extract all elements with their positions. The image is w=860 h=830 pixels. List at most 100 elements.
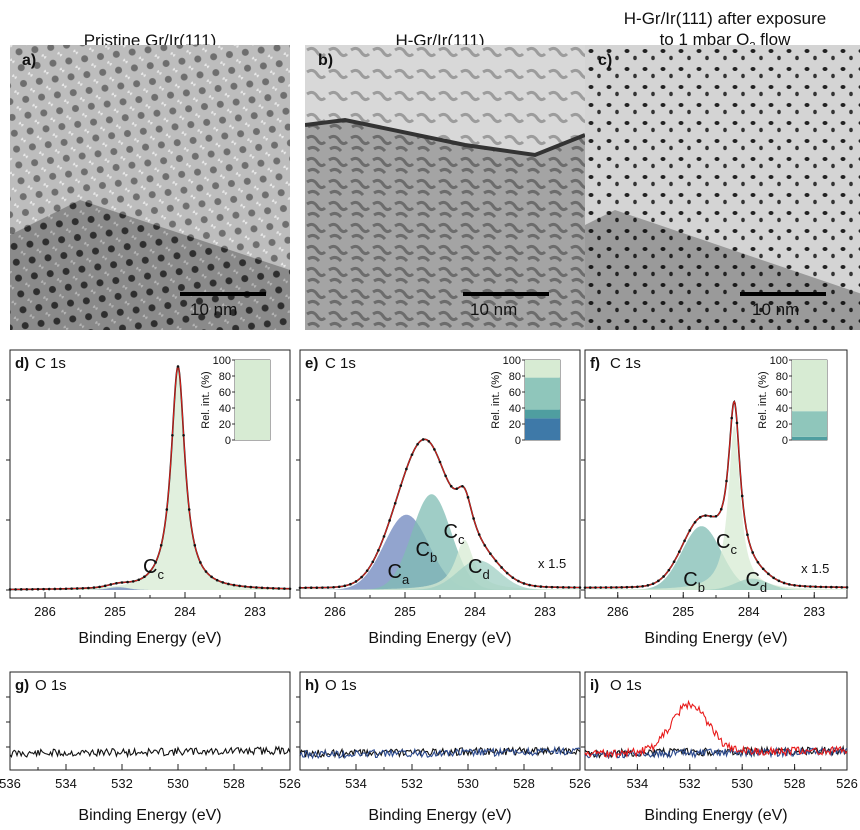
c1s-data-point — [159, 544, 163, 547]
c1s-data-point — [193, 544, 197, 547]
column-title-line2: to 1 mbar O2 flow — [659, 30, 791, 52]
c1s-data-point — [746, 533, 749, 537]
x-tick-label: 285 — [672, 604, 694, 619]
c1s-data-point — [277, 587, 281, 590]
stm-image-c — [585, 45, 860, 330]
c1s-data-point — [819, 585, 823, 589]
c1s-data-point — [255, 586, 258, 589]
x-tick-label: 528 — [223, 776, 245, 791]
panel-label-d: d) — [15, 355, 29, 372]
c1s-data-point — [148, 570, 152, 573]
inset-tick-label: 80 — [219, 371, 231, 383]
c1s-data-point — [455, 487, 459, 490]
c1s-data-point — [494, 559, 498, 563]
c1s-data-point — [326, 586, 330, 589]
x-axis-label: Binding Energy (eV) — [78, 630, 221, 647]
c1s-data-point — [845, 586, 849, 589]
x-tick-label: 285 — [104, 604, 126, 619]
c1s-data-point — [126, 580, 129, 584]
x-tick-label: 283 — [244, 604, 266, 619]
c1s-data-point — [667, 568, 671, 572]
c1s-data-point — [444, 474, 447, 478]
c1s-data-point — [517, 579, 520, 583]
c1s-data-point — [309, 586, 313, 590]
c1s-data-point — [522, 582, 526, 585]
inset-bar-segment — [525, 418, 560, 440]
c1s-data-point — [416, 442, 419, 446]
scale-bar-label-b: 10 nm — [470, 300, 518, 319]
c1s-data-point — [171, 434, 174, 437]
panel-label-i: i) — [590, 677, 599, 694]
c1s-data-point — [594, 586, 597, 589]
inset-y-label: Rel. int. (%) — [757, 371, 769, 428]
x-tick-label: 283 — [803, 604, 825, 619]
c1s-data-point — [354, 580, 358, 583]
c1s-data-point — [405, 467, 408, 471]
o1s-trace-0 — [9, 745, 291, 759]
inset-bar-segment — [525, 360, 560, 378]
x-tick-label: 286 — [324, 604, 346, 619]
c1s-data-point — [835, 585, 838, 589]
c1s-data-point — [604, 586, 608, 589]
x-tick-label: 530 — [457, 776, 479, 791]
x-tick-label: 526 — [569, 776, 591, 791]
c1s-data-point — [283, 587, 286, 590]
c1s-data-point — [477, 533, 481, 536]
c1s-data-point — [793, 583, 796, 587]
component-peak-3 — [300, 560, 580, 590]
c1s-data-point — [98, 585, 101, 589]
c1s-data-point — [829, 585, 833, 589]
c1s-data-point — [92, 586, 96, 589]
inset-tick-label: 80 — [509, 371, 521, 383]
c1s-data-point — [410, 453, 414, 456]
x-tick-label: 534 — [345, 776, 367, 791]
c1s-data-point — [360, 575, 363, 579]
multiplier-label: x 1.5 — [538, 556, 566, 571]
o1s-trace-1 — [299, 745, 581, 760]
c1s-data-point — [388, 519, 391, 522]
c1s-data-point — [210, 575, 213, 579]
c1s-data-point — [556, 585, 559, 589]
c1s-data-point — [176, 365, 180, 368]
c1s-data-point — [75, 587, 79, 590]
c1s-data-point — [777, 579, 781, 583]
c1s-data-point — [120, 581, 124, 584]
c1s-data-point — [19, 588, 23, 591]
c1s-data-point — [511, 576, 515, 579]
c1s-data-point — [772, 576, 775, 580]
c1s-data-point — [730, 416, 734, 420]
c1s-data-point — [36, 587, 40, 591]
inset-tick-label: 80 — [776, 371, 788, 383]
c1s-data-point — [740, 494, 744, 498]
c1s-data-point — [709, 514, 713, 518]
c1s-data-point — [382, 535, 386, 538]
o1s-title: O 1s — [35, 677, 67, 694]
c1s-data-point — [641, 584, 644, 588]
c1s-data-point — [109, 583, 113, 586]
c1s-title: C 1s — [610, 355, 641, 372]
inset-tick-label: 60 — [509, 387, 521, 399]
multiplier-label: x 1.5 — [801, 561, 829, 576]
c1s-data-point — [288, 587, 292, 591]
c1s-data-point — [599, 586, 603, 589]
x-tick-label: 534 — [627, 776, 649, 791]
o1s-title: O 1s — [325, 677, 357, 694]
inset-bar-segment — [235, 360, 270, 440]
o1s-trace-1 — [584, 746, 848, 760]
component-peak-1 — [300, 494, 580, 590]
c1s-data-point — [662, 575, 665, 578]
c1s-data-point — [165, 508, 169, 511]
c1s-data-point — [298, 586, 302, 590]
c1s-data-point — [824, 585, 828, 589]
x-tick-label: 532 — [679, 776, 701, 791]
inset-tick-label: 40 — [776, 403, 788, 415]
inset-tick-label: 100 — [770, 355, 788, 367]
x-tick-label: 284 — [464, 604, 486, 619]
c1s-data-point — [371, 560, 375, 564]
c1s-data-point — [615, 586, 618, 589]
x-tick-label: 532 — [401, 776, 423, 791]
c1s-data-point — [243, 585, 247, 588]
c1s-data-point — [221, 581, 225, 584]
c1s-data-point — [683, 539, 686, 543]
panel-label-f: f) — [590, 355, 600, 372]
